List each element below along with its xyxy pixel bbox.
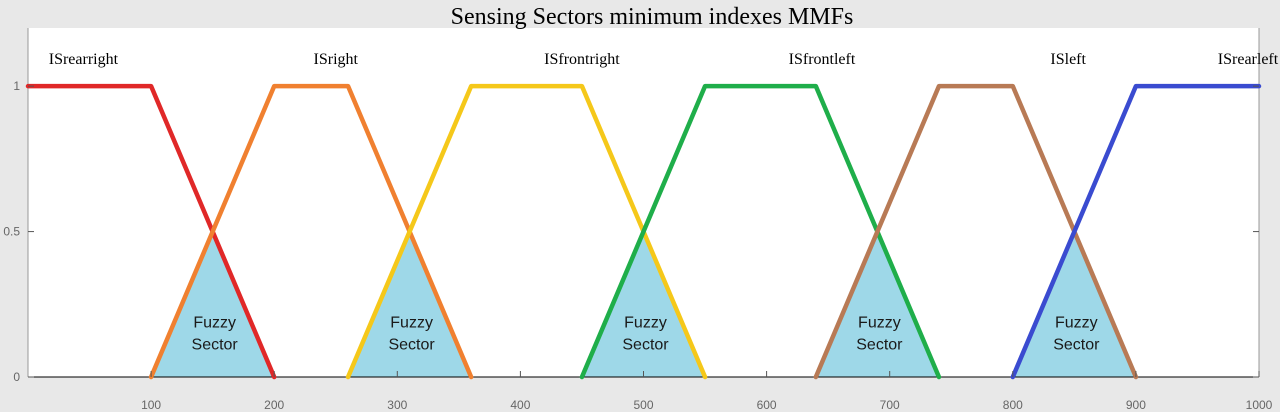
fuzzy-sector-label: Sector bbox=[856, 336, 903, 353]
mf-label-isfrontleft: ISfrontleft bbox=[789, 51, 856, 68]
y-tick-label: 1 bbox=[13, 79, 20, 93]
x-tick-label: 700 bbox=[880, 398, 900, 412]
x-tick-label: 100 bbox=[141, 398, 161, 412]
fuzzy-sector-label: Sector bbox=[192, 336, 239, 353]
mf-label-isfrontright: ISfrontright bbox=[544, 51, 620, 68]
fuzzy-sector-label: Fuzzy bbox=[624, 315, 667, 332]
fuzzy-sector-label: Fuzzy bbox=[1055, 315, 1098, 332]
fuzzy-sector-area-4 bbox=[815, 231, 939, 377]
x-tick-label: 500 bbox=[633, 398, 653, 412]
mf-label-isrearright: ISrearright bbox=[49, 51, 119, 68]
fuzzy-sector-label: Fuzzy bbox=[193, 315, 236, 332]
x-tick-label: 1000 bbox=[1246, 398, 1273, 412]
mf-label-isright: ISright bbox=[314, 51, 359, 68]
mf-line-isrearright bbox=[25, 83, 277, 380]
x-tick-label: 400 bbox=[510, 398, 530, 412]
mf-line-isrearleft bbox=[1010, 83, 1262, 380]
fuzzy-sector-label: Fuzzy bbox=[858, 315, 901, 332]
x-tick-label: 300 bbox=[387, 398, 407, 412]
chart-title: Sensing Sectors minimum indexes MMFs bbox=[451, 4, 854, 30]
fuzzy-sector-area-2 bbox=[348, 231, 472, 377]
fuzzy-sector-area-1 bbox=[151, 231, 275, 377]
mf-label-isrearleft: ISrearleft bbox=[1218, 51, 1279, 68]
mf-label-isleft: ISleft bbox=[1050, 51, 1086, 68]
fuzzy-sector-label: Sector bbox=[1053, 336, 1100, 353]
x-tick-label: 200 bbox=[264, 398, 284, 412]
fuzzy-sector-label: Sector bbox=[622, 336, 669, 353]
y-tick-label: 0.5 bbox=[3, 225, 20, 239]
fuzzy-sector-area-3 bbox=[581, 231, 706, 377]
x-tick-label: 900 bbox=[1126, 398, 1146, 412]
y-tick-label: 0 bbox=[13, 370, 20, 384]
x-tick-label: 800 bbox=[1003, 398, 1023, 412]
fuzzy-sector-label: Sector bbox=[388, 336, 435, 353]
x-tick-label: 600 bbox=[757, 398, 777, 412]
fuzzy-sector-area-5 bbox=[1012, 231, 1136, 377]
fuzzy-sector-label: Fuzzy bbox=[390, 315, 433, 332]
